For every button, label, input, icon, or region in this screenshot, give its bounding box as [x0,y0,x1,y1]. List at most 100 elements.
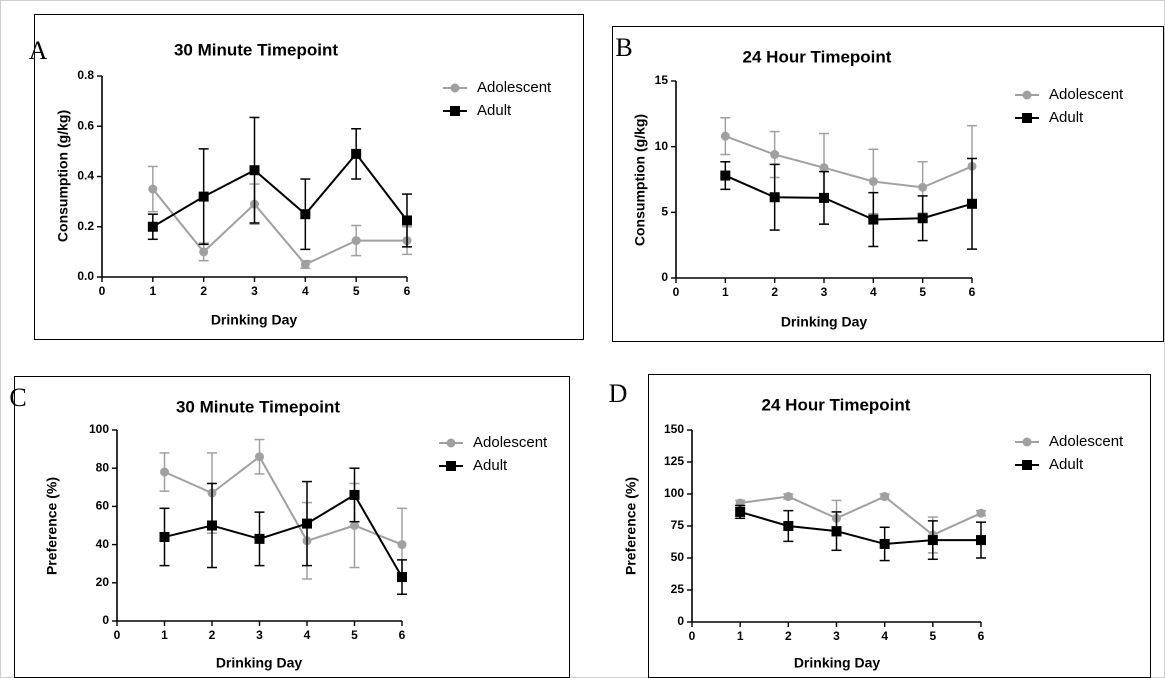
panel-c-legend-adolescent: Adolescent [439,434,548,451]
panel-d-legend-adolescent: Adolescent [1015,433,1124,450]
panel-c-series-adolescent-point [255,452,264,462]
panel-d-legend-label: Adolescent [1049,433,1124,450]
panel-d-series-adult-point [783,521,794,531]
panel-a-legend-adult: Adult [443,102,512,119]
panel-a-series-adult-point [198,191,209,202]
panel-b-legend-adolescent: Adolescent [1015,86,1124,103]
panel-c-legend-adult: Adult [439,457,508,474]
panel-a-series-adolescent-point [199,247,209,257]
panel-b-title: 24 Hour Timepoint [743,47,892,66]
panel-c-series-adult-point [159,531,170,542]
panel-d-series-adult [735,504,986,562]
panel-d-title: 24 Hour Timepoint [762,395,911,414]
panel-b-series-adult-point [720,170,731,181]
panel-d-series-adult-point [976,535,986,546]
panel-d-y-tick-label: 75 [671,518,685,532]
panel-b-series-adolescent [720,117,977,215]
panel-a-y-tick-label: 0.0 [77,269,94,283]
panel-d-x-tick-label: 4 [881,629,888,643]
panel-a-x-tick-label: 2 [200,284,207,298]
panel-d-x-tick-label: 3 [833,629,840,643]
panel-d-y-tick-label: 125 [664,454,684,468]
panel-a-x-tick-label: 4 [302,284,309,298]
panel-d-y-tick-label: 0 [677,614,684,628]
panel-c-y-axis-label: Preference (%) [44,477,60,575]
panel-b-y-tick-label: 10 [655,139,669,153]
panel-c-x-tick-label: 1 [161,628,168,642]
panel-b-x-tick-label: 4 [870,285,877,299]
panel-b-x-axis-label: Drinking Day [781,314,868,330]
panel-c-legend-label: Adolescent [473,434,548,451]
panel-b-x-tick-label: 0 [673,285,680,299]
panel-b-x-tick-label: 2 [771,285,778,299]
panel-b-legend-label: Adult [1049,109,1084,126]
panel-b-chart: B 24 Hour Timepoint 0 1 2 3 4 5 6 0 5 10 15 Drinking … [615,33,1124,330]
panel-b-y-tick-label: 5 [661,205,668,219]
panel-b-series-adult-line [724,174,973,221]
panel-c-series-adult-point [302,518,312,529]
panel-a-legend-label: Adolescent [477,79,552,96]
panel-c-series-adolescent-point [397,540,407,550]
panel-d-series-adult-point [927,535,938,546]
panel-b-frame [612,26,1164,342]
panel-a-series-adult-point [300,209,311,220]
panel-c-legend-label: Adult [473,457,508,474]
panel-b-x-tick-label: 1 [722,285,729,299]
panel-d-series-adult-point [831,526,842,537]
panel-b-y-tick-label: 0 [661,270,668,284]
panel-c-series-adult-line [164,493,403,578]
panel-c-legend-marker [446,461,456,471]
panel-b-x-tick-label: 5 [919,285,926,299]
panel-b-x-tick-label: 6 [969,285,976,299]
panel-b-legend-label: Adolescent [1049,86,1124,103]
panel-a-series-adult-point [402,215,412,226]
panel-c-x-tick-label: 4 [304,628,311,642]
panel-a-x-tick-label: 0 [99,284,106,298]
panel-c-series-adult-point [397,572,407,583]
panel-c-y-tick-label: 40 [96,537,110,551]
panel-a-y-tick-label: 0.2 [77,219,94,233]
panel-d-x-tick-label: 2 [785,629,792,643]
panel-a-series-adolescent [147,165,412,269]
panel-b-legend-adult: Adult [1015,109,1084,126]
panel-d-series-adolescent-point [976,508,986,518]
panel-d-legend-adult: Adult [1015,456,1084,473]
panel-a-series-adolescent-point [351,236,361,246]
panel-b-series-adult [720,157,977,250]
panel-a-x-tick-label: 5 [353,284,360,298]
panel-d-y-tick-label: 150 [664,422,684,436]
panel-c-legend-marker [446,438,456,448]
panel-d-series-adolescent-line [740,495,982,537]
panel-c-series-adolescent-line [164,455,403,546]
panel-d-legend-marker [1022,460,1032,470]
panel-b-series-adolescent-point [918,182,928,192]
panel-d-legend-label: Adult [1049,456,1084,473]
panel-d-y-axis-label: Preference (%) [623,477,639,575]
panel-b-series-adult-point [769,192,780,203]
panel-d-letter: D [609,379,628,408]
panel-c-x-tick-label: 0 [114,628,121,642]
panel-d-y-tick-label: 50 [671,550,685,564]
panel-a-series-adult-point [249,165,260,176]
panel-d-y-tick-label: 100 [664,486,684,500]
panel-a-letter: A [29,36,48,65]
panel-d-series-adult-line [739,510,981,545]
panel-c-y-tick-label: 80 [96,460,110,474]
panel-d-series-adult-point [879,538,890,549]
panel-a-series-adolescent-point [300,259,310,269]
panel-a-x-axis-label: Drinking Day [211,312,298,328]
panel-c-series-adult [159,467,407,596]
panel-c-x-tick-label: 5 [351,628,358,642]
panel-c-series-adolescent-point [160,467,169,477]
panel-d-legend-marker [1022,437,1032,447]
panel-a-series-adult-point [351,148,362,159]
panel-a-y-tick-label: 0.4 [77,169,94,183]
panel-a-frame [34,14,584,340]
panel-b-series-adolescent-point [720,131,730,141]
panel-b-series-adolescent-point [868,176,878,186]
panel-b-legend-marker [1022,90,1032,100]
panel-a-chart: A 30 Minute Timepoint 0 1 2 3 4 5 6 0.0 0.2 0.4 0.6 0… [29,36,552,328]
panel-a-x-tick-label: 1 [149,284,156,298]
panel-c-x-tick-label: 6 [399,628,406,642]
panel-b-series-adult-point [967,198,977,209]
